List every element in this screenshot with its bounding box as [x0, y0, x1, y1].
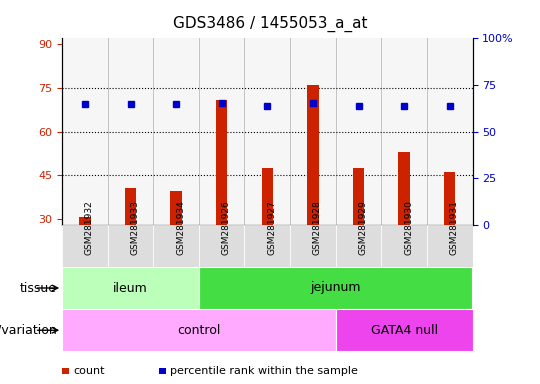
Bar: [307, 85, 319, 225]
Bar: [107, 225, 153, 267]
Bar: [62, 309, 336, 351]
Bar: [336, 38, 381, 225]
Bar: [427, 225, 472, 267]
Text: GSM281932: GSM281932: [85, 201, 94, 255]
Text: GSM281933: GSM281933: [131, 200, 139, 255]
Text: tissue: tissue: [19, 281, 57, 295]
Bar: [107, 38, 153, 225]
Text: GDS3486 / 1455053_a_at: GDS3486 / 1455053_a_at: [173, 15, 367, 31]
Bar: [245, 225, 290, 267]
Bar: [353, 168, 364, 225]
Text: GSM281930: GSM281930: [404, 200, 413, 255]
Bar: [199, 267, 472, 309]
Bar: [444, 172, 455, 225]
Bar: [336, 225, 381, 267]
Text: ileum: ileum: [113, 281, 148, 295]
Text: GATA4 null: GATA4 null: [370, 324, 437, 337]
Bar: [62, 38, 107, 225]
Bar: [62, 267, 199, 309]
Bar: [216, 99, 227, 225]
Bar: [153, 225, 199, 267]
Text: GSM281934: GSM281934: [176, 201, 185, 255]
Bar: [125, 188, 136, 225]
Bar: [336, 309, 472, 351]
Bar: [79, 217, 91, 225]
Bar: [199, 225, 245, 267]
Bar: [290, 38, 336, 225]
Text: jejunum: jejunum: [310, 281, 361, 295]
Bar: [171, 191, 182, 225]
Text: GSM281929: GSM281929: [359, 201, 368, 255]
Bar: [427, 38, 472, 225]
Text: percentile rank within the sample: percentile rank within the sample: [170, 366, 358, 376]
Bar: [290, 225, 336, 267]
Bar: [381, 38, 427, 225]
Bar: [399, 152, 410, 225]
Bar: [245, 38, 290, 225]
Bar: [153, 38, 199, 225]
Text: GSM281926: GSM281926: [222, 201, 231, 255]
Text: genotype/variation: genotype/variation: [0, 324, 57, 337]
Text: GSM281931: GSM281931: [450, 200, 458, 255]
Text: GSM281927: GSM281927: [267, 201, 276, 255]
Bar: [261, 168, 273, 225]
Bar: [62, 225, 107, 267]
Bar: [381, 225, 427, 267]
Bar: [199, 38, 245, 225]
Text: control: control: [177, 324, 220, 337]
Text: GSM281928: GSM281928: [313, 201, 322, 255]
Text: count: count: [73, 366, 104, 376]
